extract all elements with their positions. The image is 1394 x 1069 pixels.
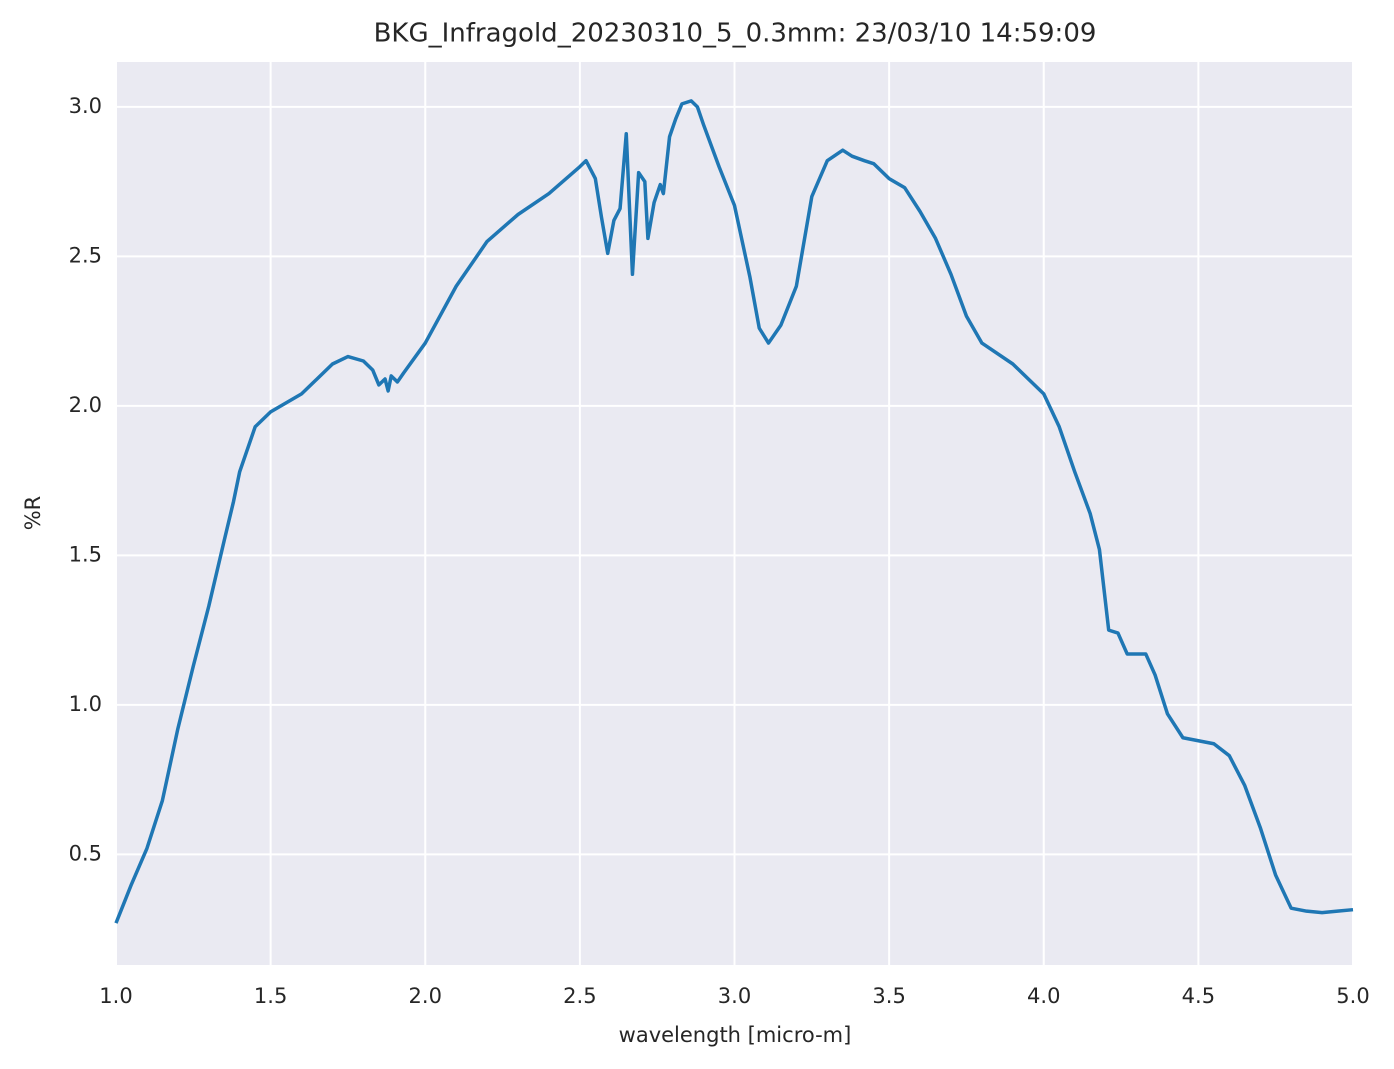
y-tick-label: 1.5 [69,542,102,566]
data-line [114,99,1354,924]
y-tick-label: 1.0 [69,692,102,716]
x-axis-label: wavelength [micro-m] [619,1023,852,1047]
x-tick-label: 5.0 [1336,984,1369,1008]
y-axis-label: %R [21,496,45,531]
x-tick-label: 2.0 [409,984,442,1008]
y-tick-label: 2.0 [69,393,102,417]
y-tick-label: 2.5 [69,243,102,267]
x-tick-label: 3.5 [872,984,905,1008]
x-tick-label: 4.5 [1182,984,1215,1008]
y-tick-label: 0.5 [69,841,102,865]
x-tick-label: 1.0 [99,984,132,1008]
x-tick-label: 2.5 [563,984,596,1008]
x-tick-label: 1.5 [254,984,287,1008]
x-tick-label: 3.0 [718,984,751,1008]
chart-title: BKG_Infragold_20230310_5_0.3mm: 23/03/10… [374,19,1097,49]
x-tick-label: 4.0 [1027,984,1060,1008]
y-tick-label: 3.0 [69,94,102,118]
